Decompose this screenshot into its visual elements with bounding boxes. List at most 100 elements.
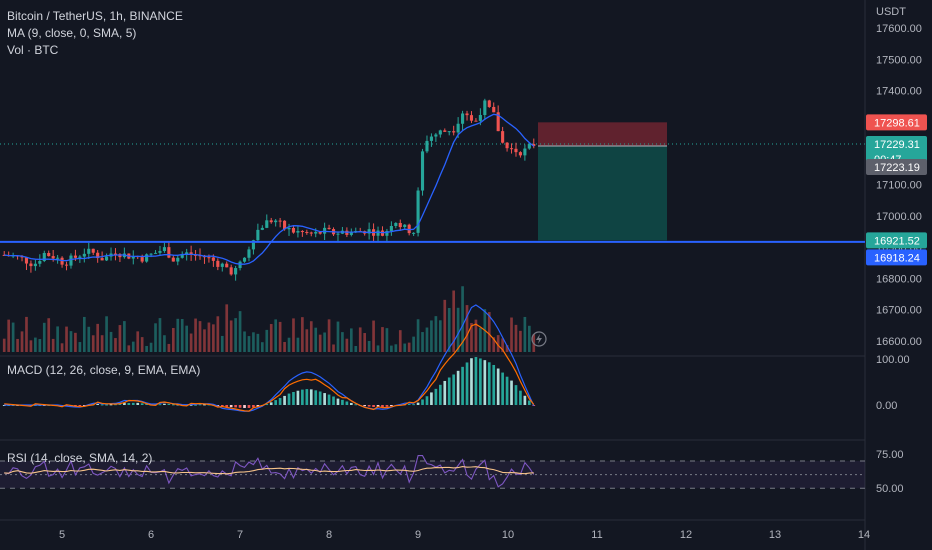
volume-bar [91, 335, 95, 352]
candle-body [238, 261, 242, 269]
volume-bars [2, 286, 536, 352]
candle-body [176, 257, 180, 262]
macd-histogram-bar [131, 402, 135, 405]
candle-body [251, 240, 255, 250]
volume-bar [100, 335, 104, 352]
rsi-legend[interactable]: RSI (14, close, SMA, 14, 2) [7, 451, 153, 465]
candle-body [220, 263, 224, 267]
volume-bar [358, 327, 362, 352]
volume-bar [265, 329, 269, 352]
rsi-line [4, 455, 535, 488]
candle-body [296, 231, 300, 233]
candle-body [425, 140, 429, 152]
rsi-tick-label: 75.00 [876, 449, 904, 461]
candle-body [91, 248, 95, 253]
volume-bar [461, 286, 464, 352]
macd-histogram-bar [523, 395, 527, 405]
time-tick-label: 5 [59, 529, 65, 541]
volume-bar [287, 337, 291, 352]
macd-histogram-bar [238, 405, 242, 408]
macd-line [4, 304, 535, 412]
volume-bar [318, 334, 322, 352]
volume-bar [118, 325, 122, 352]
volume-bar [443, 299, 447, 352]
candle-body [443, 130, 447, 132]
macd-histogram-bar [474, 357, 478, 405]
candle-body [42, 252, 46, 262]
volume-bar [354, 345, 358, 352]
volume-bar [256, 333, 260, 352]
time-axis: 5 6 7 8 9 10 11 12 13 14 [59, 529, 870, 541]
candle-body [78, 256, 82, 258]
time-tick-label: 11 [591, 529, 602, 541]
volume-bar [390, 345, 393, 352]
volume-bar [105, 316, 108, 352]
currency-label[interactable]: USDT [876, 6, 906, 18]
price-tick-label: 16800.00 [876, 273, 922, 285]
candle-body [274, 220, 278, 223]
volume-bar [456, 307, 460, 352]
macd-histogram-bar [78, 405, 82, 407]
volume-bar [220, 335, 224, 352]
volume-legend[interactable]: Vol · BTC [7, 43, 59, 57]
candle-body [100, 258, 104, 261]
volume-bar [127, 345, 131, 352]
candle-body [260, 227, 264, 230]
svg-text:17298.61: 17298.61 [874, 117, 920, 129]
candle-body [336, 233, 340, 235]
macd-histogram-bar [470, 358, 473, 405]
candle-body [483, 100, 487, 116]
ma-legend[interactable]: MA (9, close, 0, SMA, 5) [7, 26, 137, 40]
macd-histogram-bar [252, 405, 255, 408]
volume-bar [51, 338, 55, 352]
volume-bar [412, 336, 415, 352]
macd-histogram-bar [314, 390, 318, 405]
macd-histogram-bar [292, 392, 295, 405]
candle-body [349, 232, 353, 235]
macd-histogram-bar [163, 403, 166, 405]
candle-body [300, 231, 304, 233]
macd-histogram-bar [510, 380, 513, 405]
macd-histogram-bar [323, 393, 326, 405]
volume-bar [367, 340, 371, 352]
candle-body [527, 144, 531, 149]
candle-body [225, 263, 229, 268]
macd-histogram-bar [465, 362, 469, 405]
macd-histogram-bar [407, 404, 411, 406]
candle-body [523, 148, 527, 156]
ma-line [4, 113, 535, 265]
candle-body [492, 106, 496, 113]
volume-bar [238, 311, 242, 352]
price-tick-label: 17400.00 [876, 86, 922, 98]
macd-tick-label: 0.00 [876, 400, 897, 412]
volume-bar [341, 332, 344, 352]
candle-body [211, 257, 215, 261]
price-tick-label: 16600.00 [876, 336, 922, 348]
candle-body [69, 255, 73, 266]
candle-body [149, 253, 153, 255]
volume-bar [336, 321, 340, 352]
price-tick-label: 17500.00 [876, 54, 922, 66]
candle-body [518, 152, 522, 156]
volume-bar [416, 319, 420, 352]
macd-histogram-bar [519, 390, 522, 405]
symbol-title[interactable]: Bitcoin / TetherUS, 1h, BINANCE [7, 9, 183, 23]
volume-bar [109, 331, 113, 352]
volume-bar [447, 307, 451, 352]
macd-histogram-bar [425, 396, 429, 405]
rsi-pane [0, 455, 865, 489]
volume-bar [69, 331, 73, 352]
macd-histogram-bar [229, 405, 233, 408]
volume-bar [158, 318, 162, 352]
candle-body [162, 247, 166, 252]
price-tags: 17298.61 17229.3100:4717223.19 16921.52 169… [866, 114, 927, 266]
price-tick-label: 16700.00 [876, 305, 922, 317]
replay-bolt-icon [531, 331, 547, 347]
macd-histogram-bar [345, 401, 349, 405]
macd-histogram-bar [416, 402, 420, 405]
macd-histogram-bar [327, 394, 331, 405]
macd-legend[interactable]: MACD (12, 26, close, 9, EMA, EMA) [7, 363, 201, 377]
macd-histogram-bar [109, 404, 113, 406]
macd-histogram-bar [269, 402, 273, 405]
